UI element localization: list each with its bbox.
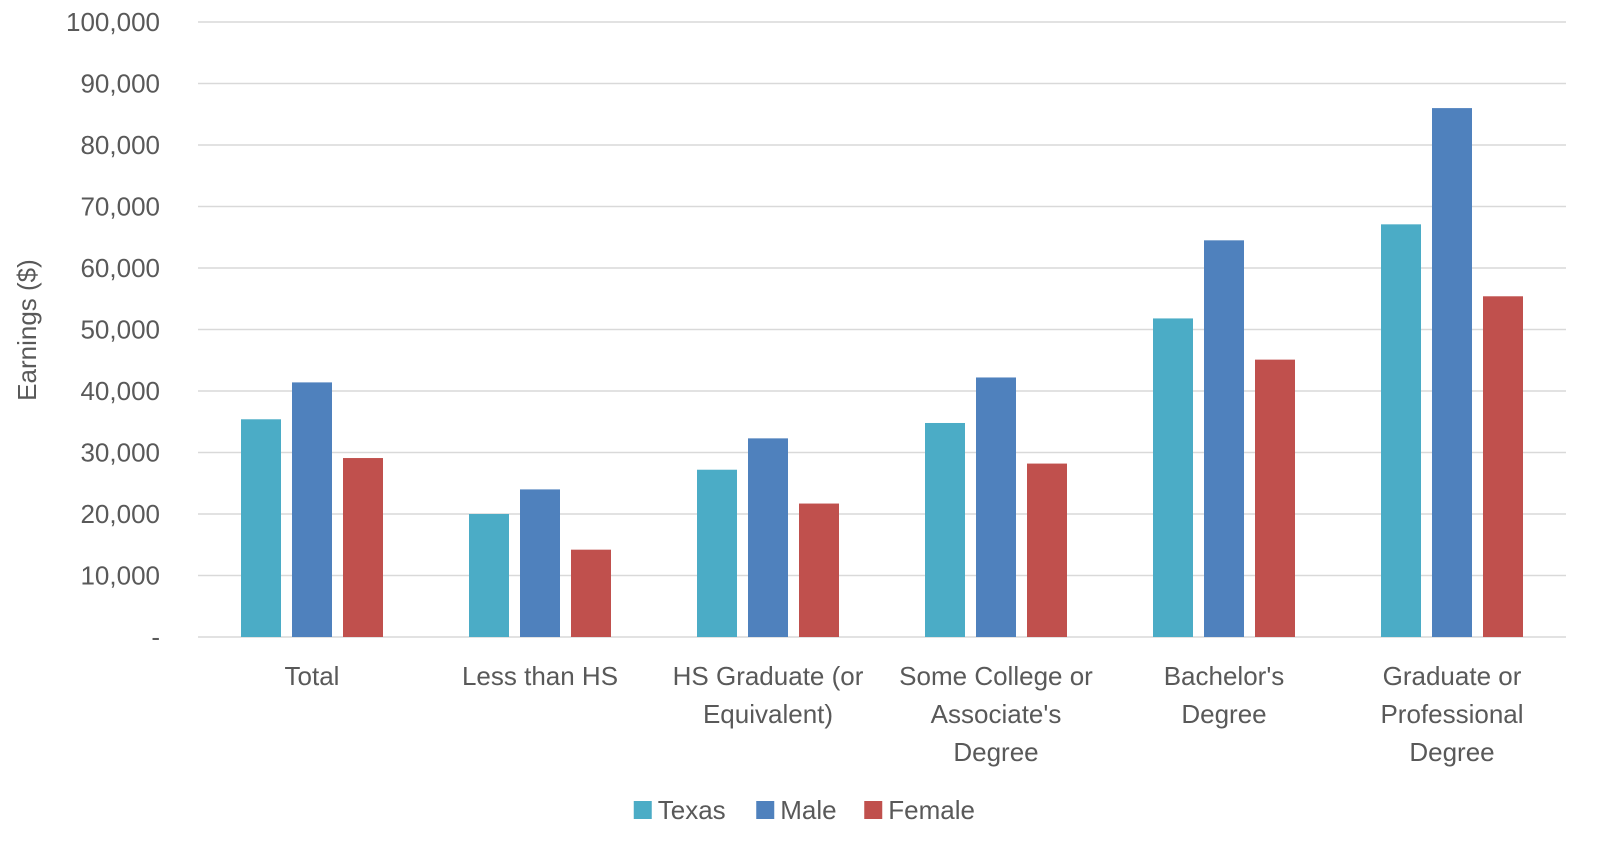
- y-tick-label: 10,000: [80, 561, 160, 591]
- legend-swatch-female: [864, 801, 883, 819]
- x-category-label: Bachelor's Degree: [1164, 661, 1285, 729]
- y-tick-label: 40,000: [80, 376, 160, 406]
- y-axis-ticks: - 10,000 20,000 30,000 40,000 50,000 60,000 70,…: [66, 7, 160, 652]
- bar-texas: [469, 514, 509, 637]
- bar-female: [799, 503, 839, 637]
- y-tick-label: 70,000: [80, 192, 160, 222]
- legend: Texas Male Female: [633, 795, 975, 825]
- x-axis-categories: Total Less than HS HS Graduate (or Equivale…: [285, 661, 1524, 767]
- x-category-label: Graduate or Professional Degree: [1380, 661, 1523, 767]
- y-tick-label: -: [151, 622, 160, 652]
- y-axis-title: Earnings ($): [12, 259, 42, 401]
- bar-male: [748, 438, 788, 637]
- legend-label-female: Female: [888, 795, 975, 825]
- legend-label-male: Male: [780, 795, 836, 825]
- bar-male: [520, 489, 560, 637]
- y-tick-label: 90,000: [80, 69, 160, 99]
- legend-label-texas: Texas: [658, 795, 726, 825]
- x-category-label: Less than HS: [462, 661, 618, 691]
- bar-female: [343, 458, 383, 637]
- x-category-label: HS Graduate (or Equivalent): [673, 661, 864, 729]
- legend-swatch-male: [756, 801, 775, 819]
- bar-male: [1432, 108, 1472, 638]
- x-category-label: Total: [285, 661, 340, 691]
- bar-texas: [697, 469, 737, 637]
- y-tick-label: 20,000: [80, 499, 160, 529]
- y-tick-label: 100,000: [66, 7, 160, 37]
- legend-swatch-texas: [633, 801, 652, 819]
- y-tick-label: 30,000: [80, 438, 160, 468]
- bar-texas: [1381, 224, 1421, 637]
- bars: [241, 108, 1523, 638]
- bar-male: [1204, 240, 1244, 637]
- y-tick-label: 60,000: [80, 253, 160, 283]
- bar-female: [1483, 296, 1523, 637]
- y-tick-label: 50,000: [80, 315, 160, 345]
- bar-texas: [925, 422, 965, 637]
- bar-texas: [241, 419, 281, 637]
- bar-female: [1255, 359, 1295, 637]
- gridlines: [198, 21, 1566, 638]
- bar-female: [1027, 463, 1067, 637]
- bar-male: [976, 377, 1016, 637]
- bar-texas: [1153, 318, 1193, 637]
- x-category-label: Some College or Associate's Degree: [899, 661, 1093, 767]
- bar-male: [292, 382, 332, 637]
- y-tick-label: 80,000: [80, 130, 160, 160]
- bar-female: [571, 549, 611, 637]
